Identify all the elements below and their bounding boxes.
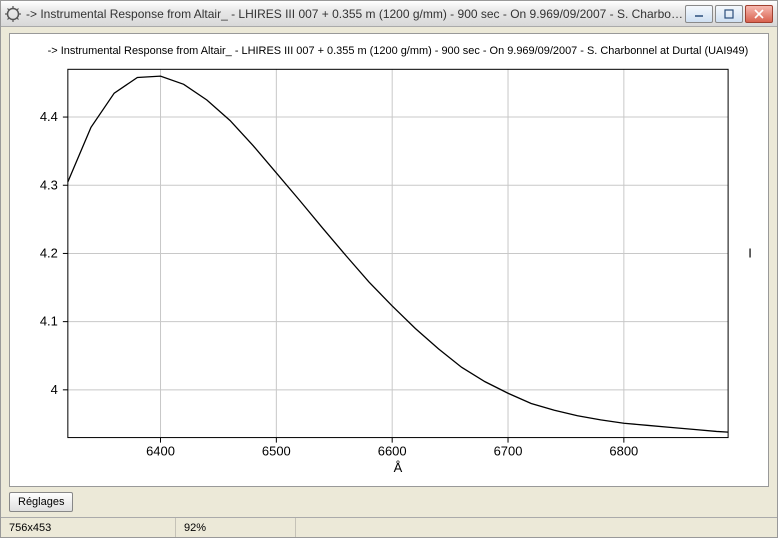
- minimize-button[interactable]: [685, 5, 713, 23]
- svg-text:6400: 6400: [146, 444, 175, 459]
- titlebar: -> Instrumental Response from Altair_ - …: [1, 1, 777, 27]
- status-zoom: 92%: [176, 518, 296, 537]
- toolbar: Réglages: [9, 491, 769, 513]
- statusbar: 756x453 92%: [1, 517, 777, 537]
- svg-text:4.3: 4.3: [40, 177, 58, 192]
- reglages-button[interactable]: Réglages: [9, 492, 73, 512]
- svg-text:4: 4: [51, 382, 58, 397]
- window-title: -> Instrumental Response from Altair_ - …: [26, 7, 685, 21]
- svg-text:4.2: 4.2: [40, 245, 58, 260]
- svg-text:-> Instrumental Response from: -> Instrumental Response from Altair_ - …: [48, 45, 749, 57]
- app-icon: [5, 6, 21, 22]
- svg-text:Å: Å: [394, 460, 403, 475]
- status-size: 756x453: [1, 518, 176, 537]
- content-area: 6400 6500 6600 6700 6800 4 4.1 4.2 4.3 4.4 Å I -> In…: [1, 27, 777, 517]
- svg-text:6600: 6600: [378, 444, 407, 459]
- close-button[interactable]: [745, 5, 773, 23]
- svg-text:6500: 6500: [262, 444, 291, 459]
- maximize-button[interactable]: [715, 5, 743, 23]
- app-window: -> Instrumental Response from Altair_ - …: [0, 0, 778, 538]
- svg-text:4.1: 4.1: [40, 314, 58, 329]
- line-chart: 6400 6500 6600 6700 6800 4 4.1 4.2 4.3 4.4 Å I -> In…: [10, 34, 768, 486]
- svg-text:I: I: [748, 245, 752, 260]
- plot-frame: 6400 6500 6600 6700 6800 4 4.1 4.2 4.3 4.4 Å I -> In…: [9, 33, 769, 487]
- svg-text:6700: 6700: [494, 444, 523, 459]
- svg-text:4.4: 4.4: [40, 109, 58, 124]
- svg-text:6800: 6800: [609, 444, 638, 459]
- window-controls: [685, 5, 773, 23]
